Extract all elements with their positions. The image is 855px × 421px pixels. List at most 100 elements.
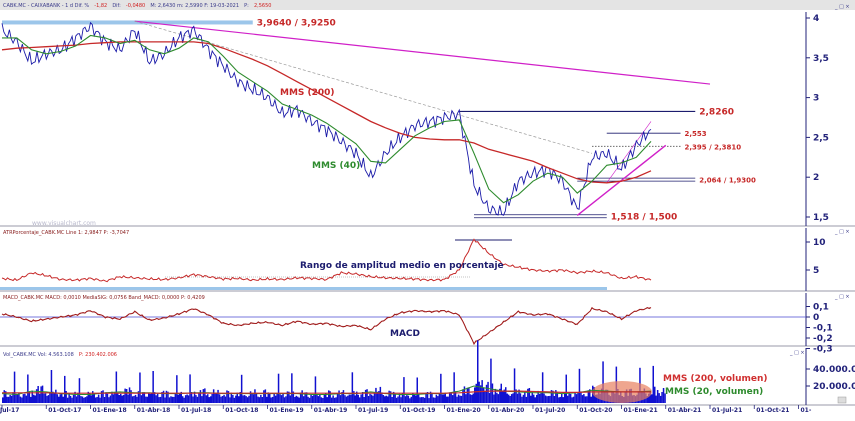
volume-bar (392, 391, 395, 403)
volume-bar (155, 395, 157, 403)
volume-bar (322, 398, 324, 403)
volume-bar (562, 397, 564, 403)
volume-bar (502, 390, 504, 403)
volume-bar (413, 394, 415, 403)
volume-bar (199, 390, 202, 403)
volume-bar (497, 394, 500, 403)
volume-bar (193, 391, 196, 403)
volume-bar (546, 396, 548, 403)
volume-bar (28, 392, 31, 403)
volume-bar (264, 389, 267, 403)
volume-bar (450, 392, 452, 403)
chart-title: CABK.MC - CAIXABANK - 1 d Dif. % -1,82 D… (3, 0, 271, 11)
volume-bar (428, 398, 430, 403)
volume-bar (183, 397, 185, 403)
volume-bar (342, 390, 345, 403)
volume-bar (131, 396, 134, 403)
volume-bar (254, 389, 256, 403)
x-tick-label: 01-Abr-20 (491, 407, 525, 414)
volume-bar (298, 397, 300, 403)
volume-bar (162, 390, 165, 403)
level-label: 2,553 (685, 130, 707, 138)
volume-bar (454, 391, 457, 403)
volume-bar (320, 397, 323, 403)
volume-bar (68, 393, 70, 403)
volume-bar (168, 397, 171, 403)
volume-bar (204, 388, 206, 403)
volume-bar (61, 394, 63, 403)
volume-bar (114, 392, 116, 403)
volume-bar (536, 394, 538, 403)
volume-bar (270, 397, 272, 403)
x-tick-label: 01-Ene-19 (270, 407, 304, 414)
x-tick-label: 01-Jul-18 (181, 407, 211, 414)
volume-bar (56, 394, 59, 403)
volume-bar (111, 391, 113, 403)
volume-bar (347, 395, 349, 403)
volume-bar (316, 394, 318, 403)
level-label: 2,395 / 2,3810 (685, 143, 742, 151)
volume-bar (112, 394, 115, 403)
volume-bar (400, 397, 402, 403)
volume-bar (587, 390, 590, 403)
volume-bar (9, 395, 11, 403)
volume-bar (261, 397, 264, 403)
volume-bar (189, 374, 191, 403)
volume-bar (425, 392, 427, 403)
window-controls-volume[interactable]: _ □ × (789, 350, 805, 356)
volume-bar (568, 393, 570, 403)
volume-bar (423, 397, 426, 403)
x-tick-label: 01-Ene-20 (447, 407, 481, 414)
volume-bar (558, 397, 560, 403)
volume-bar (15, 393, 17, 403)
volume-bar (356, 391, 358, 403)
volume-bar (18, 392, 20, 403)
window-controls-atr[interactable]: _ □ × (834, 229, 850, 235)
volume-bar (410, 396, 413, 403)
x-tick-label: 01-Jul-19 (358, 407, 388, 414)
volume-bar (49, 392, 51, 403)
atr-band (0, 287, 607, 290)
window-controls-macd[interactable]: _ □ × (834, 294, 850, 300)
volume-bar (655, 395, 657, 403)
volume-bar (96, 396, 98, 403)
volume-bar (44, 393, 47, 403)
atr-series (1, 238, 652, 283)
volume-bar (192, 396, 194, 403)
volume-bar (159, 396, 162, 403)
volume-bar (238, 396, 240, 403)
volume-bar (419, 397, 421, 403)
volume-bar (72, 394, 75, 403)
volume-bar (537, 390, 539, 403)
volume-bar (74, 391, 76, 403)
volume-bar (173, 396, 175, 403)
level-label: 2,8260 (699, 107, 734, 117)
window-controls-main[interactable]: _ □ × (834, 4, 850, 10)
volume-bar (375, 387, 377, 403)
volume-bar (221, 396, 224, 403)
volume-bar (314, 376, 317, 403)
volume-bar (456, 396, 458, 403)
volume-bar (130, 390, 132, 403)
volume-bar (115, 371, 118, 403)
volume-bar (251, 393, 253, 403)
volume-bar (496, 392, 498, 403)
volume-bar (512, 393, 514, 403)
macd-panel-title: MACD_CABK.MC MACD: 0,0010 MediaSIG: 0,07… (3, 295, 205, 301)
volume-bar (294, 397, 296, 403)
watermark: www.visualchart.com (32, 220, 96, 227)
trendline (134, 20, 711, 85)
volume-bar (83, 397, 85, 403)
volume-bar (2, 397, 4, 403)
y-tick-label: 2,5 (813, 133, 829, 143)
volume-bar (658, 393, 660, 403)
volume-bar (417, 394, 420, 403)
volume-bar (586, 396, 588, 403)
volume-bar (487, 381, 489, 403)
volume-bar (266, 396, 268, 403)
x-tick-label: 01-Ene-21 (624, 407, 658, 414)
volume-bar (146, 396, 149, 403)
y-tick-label: 3 (813, 94, 819, 104)
volume-panel-title: Vol_CABK.MC Vol: 4.563.108 P: 230.402.00… (3, 341, 117, 360)
